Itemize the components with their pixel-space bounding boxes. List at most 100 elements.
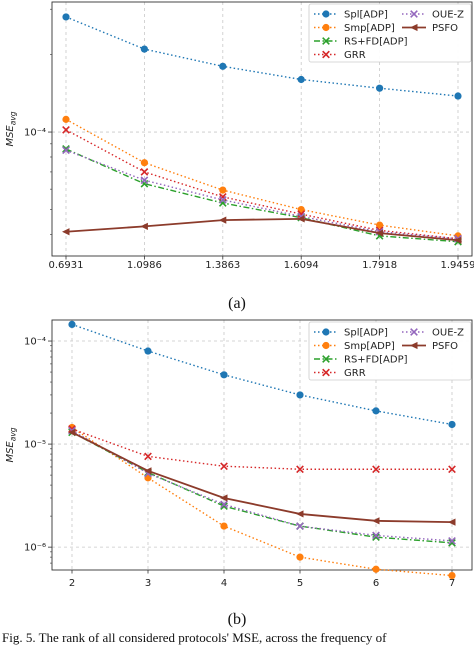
data-point — [62, 145, 70, 153]
data-point — [218, 199, 227, 207]
legend-box — [308, 321, 472, 381]
data-point — [375, 229, 384, 237]
x-tick-label: 2 — [69, 578, 75, 589]
series-psfo — [68, 428, 456, 526]
series-line — [71, 426, 453, 577]
series-line — [65, 129, 459, 240]
subfigure-label-b: (b) — [228, 611, 247, 628]
data-point — [68, 428, 76, 436]
figure-caption: Fig. 5. The rank of all considered proto… — [2, 630, 387, 645]
data-point — [296, 553, 304, 561]
series-oue-z — [68, 426, 456, 545]
legend-marker — [322, 368, 330, 377]
data-point — [296, 522, 304, 530]
data-point — [140, 159, 148, 167]
legend-label: OUE-Z — [432, 328, 464, 339]
legend-marker — [410, 10, 418, 18]
legend-marker — [322, 341, 330, 350]
subplot-a: 0.6931 1.0986 1.3863 1.6094 1.7918 1.9459 10⁻⁴… — [5, 1, 474, 271]
data-point — [220, 522, 228, 530]
data-point — [448, 518, 456, 526]
legend-label: RS+FD[ADP] — [344, 37, 408, 48]
data-point — [296, 465, 304, 474]
legend-label: PSFO — [432, 23, 458, 34]
series-line — [65, 149, 459, 240]
series-grr — [68, 425, 456, 474]
legend-label: GRR — [344, 368, 366, 379]
data-point — [448, 420, 456, 429]
data-point — [218, 193, 227, 201]
series-grr — [62, 125, 462, 243]
data-point — [144, 467, 152, 475]
data-point — [454, 236, 462, 244]
data-point — [144, 452, 152, 461]
legend-marker — [322, 328, 330, 336]
x-tick-label: 1.3863 — [205, 260, 240, 271]
data-point — [372, 407, 380, 415]
data-point — [62, 125, 70, 134]
x-tick-label: 3 — [145, 578, 151, 589]
series-psfo — [62, 215, 462, 244]
legend-marker — [322, 23, 330, 32]
legend-marker — [322, 50, 330, 59]
plot-frame — [51, 1, 473, 257]
legend-label: Spl[ADP] — [344, 328, 388, 339]
legend-label: PSFO — [432, 341, 458, 352]
data-point — [376, 84, 384, 92]
data-point — [220, 462, 228, 471]
series-line — [71, 430, 453, 542]
y-axis-label: MSEavg — [5, 111, 18, 146]
legend: Spl[ADP] Smp[ADP] RS+FD[ADP] GRR OUE-Z PSFO — [308, 3, 472, 63]
data-point — [144, 347, 152, 355]
x-tick-label: 1.9459 — [441, 260, 474, 271]
data-point — [140, 168, 149, 176]
y-tick-label: 10⁻⁵ — [24, 440, 46, 451]
y-tick-label: 10⁻⁶ — [24, 543, 46, 554]
legend-label: GRR — [344, 50, 366, 61]
data-point — [372, 531, 380, 540]
data-point — [297, 215, 305, 223]
series-line — [71, 323, 453, 426]
data-point — [448, 539, 456, 547]
data-point — [448, 465, 456, 474]
x-tick-label: 7 — [449, 578, 455, 589]
series-spl-adp — [62, 13, 462, 100]
data-point — [220, 494, 228, 502]
data-point — [448, 537, 456, 545]
legend-marker — [322, 37, 330, 45]
data-point — [140, 222, 148, 231]
x-tick-label: 1.0986 — [127, 260, 162, 271]
data-point — [372, 565, 380, 573]
y-tick-label: 10⁻⁴ — [24, 337, 46, 348]
legend: Spl[ADP] Smp[ADP] RS+FD[ADP] GRR OUE-Z PSFO — [308, 321, 472, 381]
legend-marker — [322, 355, 330, 363]
series-line — [65, 16, 459, 97]
x-tick-label: 1.6094 — [284, 260, 319, 271]
x-tick-label: 6 — [373, 578, 379, 589]
series-line — [65, 148, 459, 243]
subplot-b: 2 3 4 5 6 7 10⁻⁴ 10⁻⁵ 10⁻⁶ MSEavg Spl[ADP] Smp[ADP]… — [5, 319, 473, 589]
legend-label: Smp[ADP] — [344, 341, 395, 352]
series-spl-adp — [68, 320, 456, 429]
data-point — [62, 228, 70, 236]
legend-marker — [410, 341, 418, 350]
x-tick-label: 4 — [221, 578, 227, 589]
data-point — [372, 517, 380, 525]
data-point — [220, 371, 228, 379]
data-point — [62, 13, 70, 21]
data-point — [297, 75, 305, 84]
x-tick-label: 1.7918 — [362, 260, 397, 271]
data-point — [448, 571, 456, 580]
data-point — [220, 500, 228, 509]
data-point — [68, 320, 76, 329]
data-point — [218, 196, 227, 204]
data-point — [62, 115, 70, 123]
data-point — [454, 92, 462, 100]
legend-box — [308, 3, 472, 63]
data-point — [296, 391, 304, 399]
series-rs-fd-adp — [68, 428, 456, 547]
data-point — [140, 176, 149, 185]
y-tick-label: 10⁻⁴ — [24, 128, 46, 139]
series-smp-adp — [68, 423, 456, 580]
data-point — [219, 186, 227, 194]
